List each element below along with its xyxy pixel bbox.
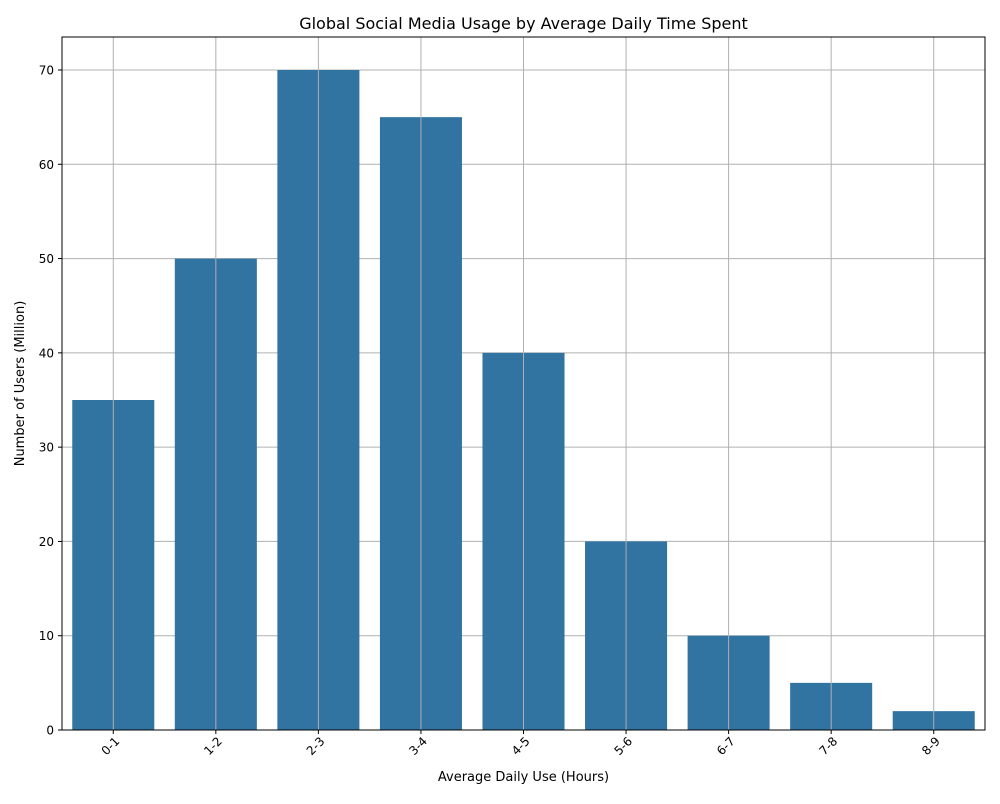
y-tick-label: 60 [39, 158, 54, 172]
y-tick-label: 40 [39, 346, 54, 360]
x-grid-lines [112, 37, 935, 730]
y-tick-label: 30 [39, 441, 54, 455]
chart-title: Global Social Media Usage by Average Dai… [299, 14, 748, 33]
x-tick-label: 4-5 [509, 734, 533, 758]
y-tick-label: 10 [39, 629, 54, 643]
y-tick-label: 0 [46, 724, 54, 738]
y-tick-label: 70 [39, 64, 54, 78]
y-axis-ticks: 0 10 20 30 40 50 60 70 [39, 64, 62, 738]
x-tick-label: 0-1 [99, 734, 123, 758]
y-axis-label: Number of Users (Million) [13, 301, 28, 467]
x-tick-label: 7-8 [817, 734, 841, 758]
y-tick-label: 50 [39, 252, 54, 266]
x-tick-label: 1-2 [201, 734, 225, 758]
x-axis-ticks: 0-1 1-2 2-3 3-4 4-5 5-6 6-7 7-8 8-9 [99, 730, 943, 758]
x-axis-label: Average Daily Use (Hours) [438, 770, 609, 785]
x-tick-label: 2-3 [304, 734, 328, 758]
x-tick-label: 3-4 [406, 734, 430, 758]
x-tick-label: 8-9 [919, 734, 943, 758]
x-tick-label: 5-6 [611, 734, 635, 758]
y-tick-label: 20 [39, 535, 54, 549]
x-tick-label: 6-7 [714, 734, 738, 758]
